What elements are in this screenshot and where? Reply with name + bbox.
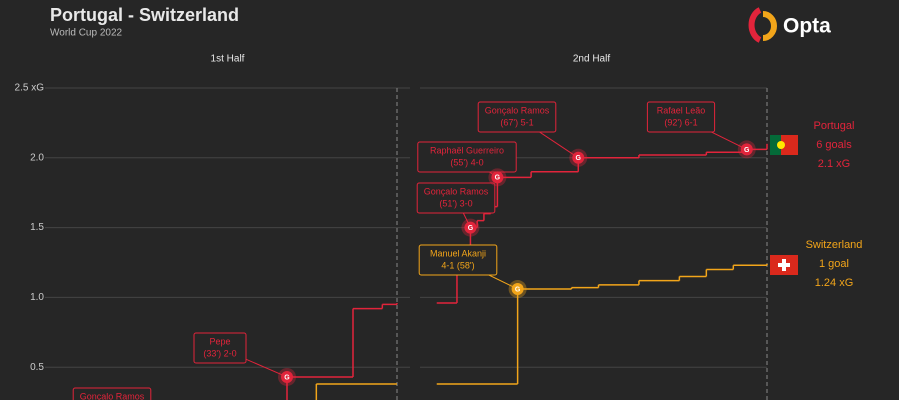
logo-icon — [762, 11, 777, 41]
flag-part — [770, 135, 781, 155]
goal-scorer: Pepe — [209, 336, 230, 346]
y-tick-label: 2.5 xG — [15, 83, 45, 94]
goal-marker — [572, 151, 585, 164]
goal-scorer: Gonçalo Ramos — [80, 391, 145, 400]
goal-marker-label: G — [576, 155, 582, 162]
goal-marker — [464, 221, 477, 234]
goal-marker-label: G — [468, 225, 474, 232]
goal-marker-label: G — [744, 147, 750, 154]
team-xg: 2.1 xG — [818, 158, 850, 170]
goal-label-box — [193, 332, 247, 364]
brand-name: Opta — [783, 15, 831, 38]
chart-title: Portugal - Switzerland — [50, 5, 239, 25]
goal-detail: (92') 6-1 — [664, 117, 697, 127]
panel-title: 1st Half — [211, 54, 245, 65]
team-name: Switzerland — [806, 239, 863, 251]
flag-part — [777, 141, 785, 149]
team-name: Portugal — [814, 120, 855, 132]
goal-label-box — [477, 101, 557, 133]
panel-title: 2nd Half — [573, 54, 610, 65]
team-goals: 1 goal — [819, 258, 849, 270]
goal-label-box — [418, 244, 498, 276]
goal-marker-label: G — [495, 175, 501, 182]
goal-label-box — [417, 141, 517, 173]
goal-detail: (51') 3-0 — [439, 198, 472, 208]
goal-marker — [740, 143, 753, 156]
chart-subtitle: World Cup 2022 — [50, 28, 123, 39]
flag-part — [778, 263, 790, 267]
y-tick-label: 1.5 — [30, 222, 44, 233]
goal-scorer: Manuel Akanji — [430, 248, 486, 258]
flag-switzerland — [770, 255, 798, 275]
goal-label-box — [416, 182, 496, 214]
goal-marker — [491, 171, 504, 184]
y-tick-label: 0.5 — [30, 362, 44, 373]
goal-scorer: Rafael Leão — [657, 105, 706, 115]
flag-part — [781, 135, 798, 155]
goal-marker — [511, 283, 524, 296]
goal-detail: (67') 5-1 — [500, 117, 533, 127]
logo-icon — [748, 7, 762, 43]
flag-portugal — [770, 135, 798, 155]
goal-scorer: Raphaël Guerreiro — [430, 145, 504, 155]
goal-marker-label: G — [284, 374, 290, 381]
goal-marker — [281, 370, 293, 383]
y-tick-label: 1.0 — [30, 292, 44, 303]
team-goals: 6 goals — [816, 139, 852, 151]
y-tick-label: 2.0 — [30, 152, 44, 163]
goal-scorer: Gonçalo Ramos — [424, 186, 489, 196]
goal-scorer: Gonçalo Ramos — [485, 105, 550, 115]
goal-label-box — [646, 101, 716, 133]
goal-detail: (33') 2-0 — [203, 348, 236, 358]
team-xg: 1.24 xG — [815, 277, 854, 289]
brand-logo: Opta — [748, 7, 831, 43]
goal-label-box — [72, 387, 152, 400]
goal-detail: (55') 4-0 — [450, 157, 483, 167]
goal-marker-label: G — [515, 286, 521, 293]
goal-detail: 4-1 (58') — [441, 260, 474, 270]
